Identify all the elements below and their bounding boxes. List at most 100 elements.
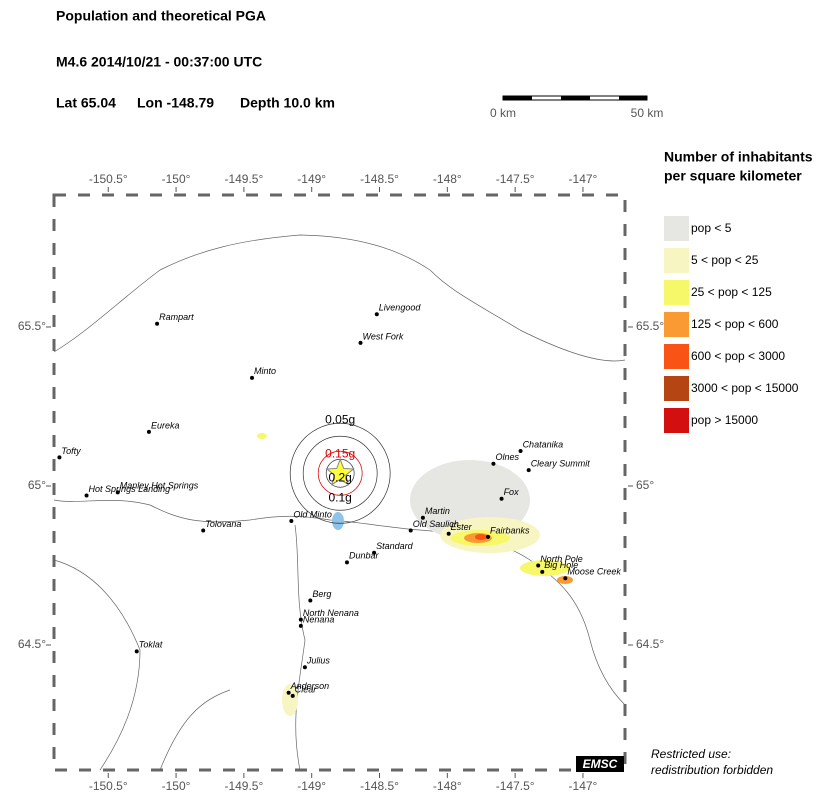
scale-end: 50 km (631, 106, 664, 120)
y-tick-label: 65° (636, 478, 654, 492)
legend-swatch (664, 312, 689, 337)
town-label: North Nenana (303, 608, 359, 618)
legend-label: 25 < pop < 125 (691, 285, 772, 299)
pga-label: 0.2g (328, 470, 351, 484)
x-tick-label: -148° (433, 779, 462, 793)
town-marker (57, 455, 62, 460)
town-marker (563, 576, 568, 581)
pga-label: 0.15g (325, 446, 355, 460)
x-tick-label: -149° (297, 172, 326, 186)
legend-label: pop > 15000 (691, 413, 758, 427)
town-label: Fairbanks (490, 525, 530, 535)
rivers (53, 234, 626, 771)
scale-start: 0 km (490, 106, 516, 120)
town-label: North Pole (540, 554, 583, 564)
town-label: Old Saulich (413, 519, 459, 529)
town-marker (540, 569, 545, 574)
town-label: Dunbar (349, 551, 380, 561)
town-marker (290, 693, 295, 698)
x-tick-label: -149° (297, 779, 326, 793)
x-tick-label: -149.5° (224, 172, 263, 186)
x-tick-label: -147.5° (496, 779, 535, 793)
legend-label: 3000 < pop < 15000 (691, 381, 799, 395)
pga-circle (317, 450, 363, 496)
town-label: Toklat (139, 640, 163, 650)
town-marker (286, 690, 291, 695)
legend-label: 600 < pop < 3000 (691, 349, 785, 363)
town-marker (201, 528, 206, 533)
town-marker (526, 468, 531, 473)
town-marker (420, 515, 425, 520)
title: Population and theoretical PGA (56, 8, 266, 24)
town-label: Livengood (379, 303, 422, 313)
town-label: Standard (376, 541, 414, 551)
legend-swatch (664, 344, 689, 369)
town-marker (302, 665, 307, 670)
town-label: Tofty (61, 446, 81, 456)
town-marker (298, 623, 303, 628)
town-label: Nenana (303, 614, 335, 624)
town-marker (408, 528, 413, 533)
legend-swatch (664, 216, 689, 241)
x-tick-label: -149.5° (224, 779, 263, 793)
town-marker (374, 312, 379, 317)
x-tick-label: -147° (569, 172, 598, 186)
y-tick-label: 64.5° (18, 637, 46, 651)
town-label: Berg (312, 589, 331, 599)
town-label: West Fork (363, 331, 404, 341)
x-tick-label: -147° (569, 779, 598, 793)
legend-swatch (664, 280, 689, 305)
notice: Restricted use: (651, 747, 731, 761)
town-label: Cleary Summit (531, 458, 591, 468)
town-marker (250, 375, 255, 380)
depth: Depth 10.0 km (240, 95, 335, 111)
epicenter (325, 457, 355, 486)
x-tick-label: -150.5° (89, 779, 128, 793)
legend-swatch (664, 408, 689, 433)
town-label: Manley Hot Springs (120, 481, 199, 491)
town-label: Minto (254, 366, 276, 376)
notice: redistribution forbidden (651, 763, 773, 777)
pga-circle (289, 422, 391, 524)
y-tick-label: 64.5° (636, 637, 664, 651)
lon: Lon -148.79 (137, 95, 214, 111)
credit: EMSC (583, 757, 618, 771)
town-marker (358, 340, 363, 345)
legend-swatch (664, 376, 689, 401)
map: 0.05g 0.15g 0.2g 0.1g Rampart Livengood West F… (53, 195, 626, 771)
town-label: Julius (306, 656, 331, 666)
town-marker (518, 449, 523, 454)
town-label: Martin (425, 506, 450, 516)
town-label: Ester (451, 522, 473, 532)
town-label: Clear (295, 684, 318, 694)
pga-label: 0.1g (328, 490, 351, 504)
town-label: Tolovana (205, 519, 241, 529)
x-tick-label: -148° (433, 172, 462, 186)
town-marker (84, 493, 89, 498)
town-marker (446, 531, 451, 536)
town-marker (289, 518, 294, 523)
legend-label: 125 < pop < 600 (691, 317, 779, 331)
town-label: Anderson (290, 681, 330, 691)
lat: Lat 65.04 (56, 95, 116, 111)
legend-label: pop < 5 (691, 221, 732, 235)
pga-label: 0.05g (325, 412, 355, 426)
pga-circle (302, 435, 378, 511)
town-marker (115, 490, 120, 495)
x-tick-label: -148.5° (360, 779, 399, 793)
town-marker (134, 649, 139, 654)
event: M4.6 2014/10/21 - 00:37:00 UTC (56, 54, 262, 70)
town-marker (372, 550, 377, 555)
town-label: Rampart (159, 312, 194, 322)
town-label: Eureka (151, 420, 180, 430)
population (257, 433, 573, 716)
town-marker (486, 534, 491, 539)
x-tick-label: -150.5° (89, 172, 128, 186)
town-label: Moose Creek (567, 567, 621, 577)
town-marker (308, 598, 313, 603)
town-marker (499, 496, 504, 501)
x-tick-label: -148.5° (360, 172, 399, 186)
scalebar (502, 95, 648, 101)
y-tick-label: 65.5° (18, 319, 46, 333)
